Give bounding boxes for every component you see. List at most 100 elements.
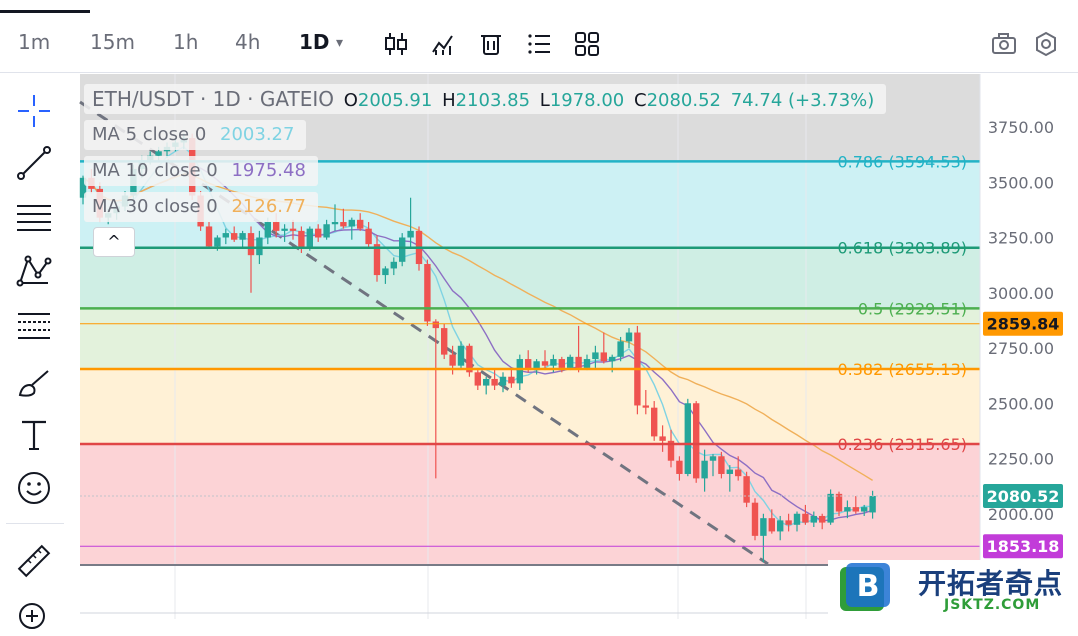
zoom-in-icon[interactable] <box>16 600 52 636</box>
candle-body <box>457 345 465 366</box>
candle-body <box>743 476 750 503</box>
legend-symbol[interactable]: ETH/USDT · 1D · GATEIO <box>92 87 334 111</box>
fib-label-0.5: 0.5 (2929.51) <box>858 299 967 318</box>
price-tick: 2250.00 <box>988 450 1054 469</box>
price-tick: 3500.00 <box>988 173 1054 192</box>
candle-body <box>651 407 658 437</box>
candle-body <box>583 359 591 368</box>
candle-body <box>239 233 246 240</box>
watermark-logo: B 开拓者奇点 JSKTZ.COM <box>828 560 1078 619</box>
pattern-icon[interactable] <box>16 253 52 289</box>
candle-body <box>667 440 675 461</box>
text-icon[interactable] <box>16 417 52 453</box>
candle-body <box>247 233 255 256</box>
fib-tool-icon[interactable] <box>16 308 52 344</box>
candle-body <box>617 341 624 357</box>
timeframe-4h[interactable]: 4h <box>235 30 261 54</box>
ma30-value: 2126.77 <box>231 196 306 217</box>
timeframe-1m[interactable]: 1m <box>18 30 51 54</box>
price-tick: 2000.00 <box>988 505 1054 524</box>
price-axis <box>980 74 1078 619</box>
candle-body <box>399 237 406 262</box>
candle-body <box>709 456 717 461</box>
watermark-title: 开拓者奇点 <box>918 567 1064 600</box>
candle-body <box>214 237 221 247</box>
indicators-icon[interactable] <box>430 30 458 58</box>
layout-grid-icon[interactable] <box>573 30 601 58</box>
fib-label-0.618: 0.618 (3203.89) <box>837 239 967 258</box>
candle-body <box>264 222 271 238</box>
candle-body <box>340 222 347 227</box>
candle-body <box>558 359 565 368</box>
watermark-subtitle: JSKTZ.COM <box>944 597 1041 613</box>
candle-body <box>432 321 439 329</box>
candle-body <box>592 352 599 360</box>
price-tick: 3750.00 <box>988 118 1054 137</box>
candle-body <box>273 222 280 231</box>
crosshair-icon[interactable] <box>16 93 52 129</box>
candle-body <box>281 228 288 231</box>
candle-body <box>659 436 666 441</box>
timeframe-15m[interactable]: 15m <box>90 30 135 54</box>
timeframe-1d[interactable]: 1D <box>299 30 330 54</box>
timeframe-1h[interactable]: 1h <box>173 30 199 54</box>
ruler-icon[interactable] <box>16 543 52 579</box>
candle-body <box>575 356 582 368</box>
candle-body <box>298 230 305 249</box>
ma30-label: MA 30 close 0 <box>92 196 218 217</box>
candle-body <box>642 405 649 408</box>
candle-body <box>550 359 557 366</box>
ma5-value: 2003.27 <box>220 124 295 145</box>
price-tag-label: 2080.52 <box>987 487 1060 506</box>
candle-body <box>424 264 431 322</box>
legend-l-value: 1978.00 <box>549 90 625 111</box>
legend-collapse-button[interactable]: ^ <box>93 227 135 257</box>
legend-h-value: 2103.85 <box>455 90 531 111</box>
candles-icon[interactable] <box>382 30 410 58</box>
legend-change: 74.74 (+3.73%) <box>730 90 875 111</box>
candle-body <box>231 233 238 240</box>
candle-body <box>785 520 792 525</box>
settings-icon[interactable] <box>1032 30 1060 58</box>
candle-body <box>441 328 448 355</box>
legend-o-value: 2005.91 <box>357 90 433 111</box>
price-tick: 2750.00 <box>988 339 1054 358</box>
candle-body <box>693 403 700 479</box>
timeframe-dropdown-chevron[interactable]: ▾ <box>336 35 344 51</box>
candle-body <box>567 356 574 368</box>
legend-o-label: O <box>343 90 358 111</box>
candle-body <box>718 456 725 474</box>
candle-body <box>331 222 339 225</box>
candle-body <box>315 228 322 238</box>
legend-c-value: 2080.52 <box>646 90 721 111</box>
emoji-icon[interactable] <box>16 470 52 506</box>
candle-body <box>205 226 213 247</box>
horizontal-lines-icon[interactable] <box>16 200 52 236</box>
top-toolbar: 1m 15m 1h 4h 1D ▾ <box>0 0 1078 73</box>
candle-body <box>306 228 313 249</box>
candle-body <box>852 507 859 512</box>
legend-ma10[interactable]: MA 10 close 0 1975.48 <box>84 156 318 186</box>
candle-body <box>869 495 876 513</box>
candle-body <box>609 356 616 362</box>
camera-icon[interactable] <box>990 30 1018 58</box>
candle-body <box>760 518 767 536</box>
legend-ma5[interactable]: MA 5 close 0 2003.27 <box>84 120 307 150</box>
brand-logo-icon: B <box>840 563 890 611</box>
list-icon[interactable] <box>525 30 553 58</box>
candle-body <box>844 507 851 512</box>
legend-c-label: C <box>633 90 647 111</box>
legend-ma30[interactable]: MA 30 close 0 2126.77 <box>84 192 318 222</box>
trend-line-icon[interactable] <box>16 145 52 181</box>
candle-body <box>541 361 549 366</box>
candle-body <box>533 361 540 371</box>
candle-body <box>449 354 456 366</box>
candle-body <box>155 151 162 156</box>
candle-body <box>222 233 229 238</box>
legend-l-label: L <box>539 90 550 111</box>
trash-icon[interactable] <box>477 30 505 58</box>
candle-body <box>768 518 775 532</box>
svg-text:B: B <box>857 569 880 604</box>
brush-icon[interactable] <box>16 365 52 401</box>
candle-body <box>289 228 297 231</box>
